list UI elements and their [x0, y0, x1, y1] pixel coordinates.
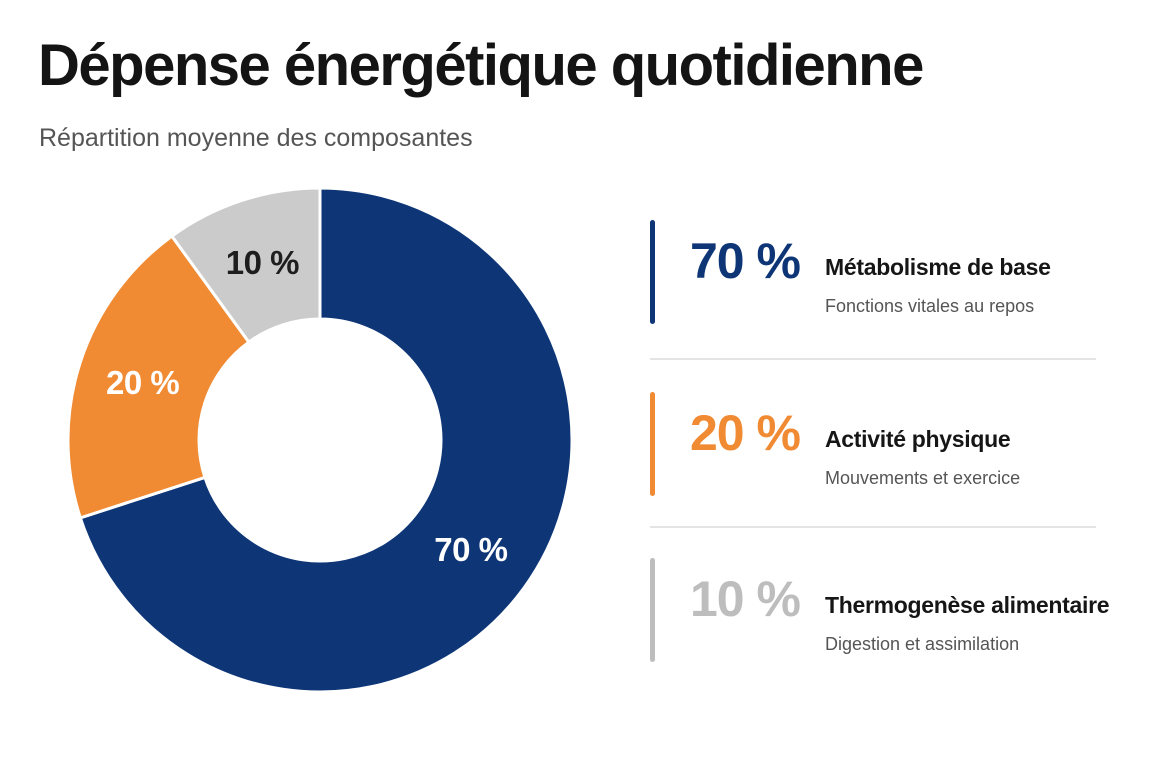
legend-item-thermogenese: 10 % Thermogenèse alimentaire Digestion …: [650, 558, 1110, 662]
slice-label-thermogenese: 10 %: [226, 244, 299, 281]
legend-color-bar: [650, 220, 655, 324]
legend-description: Mouvements et exercice: [825, 468, 1021, 488]
legend-item-metabolisme: 70 % Métabolisme de base Fonctions vital…: [650, 220, 1098, 324]
legend-color-bar: [650, 558, 655, 662]
legend-name: Thermogenèse alimentaire: [825, 592, 1110, 618]
legend-item-activite: 20 % Activité physique Mouvements et exe…: [650, 392, 1098, 496]
donut-chart: 70 % 20 % 10 %: [66, 186, 574, 694]
legend-description: Fonctions vitales au repos: [825, 296, 1035, 316]
legend-name: Activité physique: [825, 426, 1011, 452]
chart-title: Dépense énergétique quotidienne: [38, 33, 924, 98]
legend-description: Digestion et assimilation: [825, 634, 1020, 654]
slice-metabolisme: [78, 186, 574, 694]
legend-percent: 70 %: [690, 233, 801, 289]
chart-subtitle: Répartition moyenne des composantes: [39, 124, 473, 152]
slice-activite: [66, 234, 251, 520]
slice-thermogenese: [169, 186, 322, 345]
slice-label-metabolisme: 70 %: [434, 531, 507, 568]
legend-percent: 10 %: [690, 571, 801, 627]
legend-name: Métabolisme de base: [825, 254, 1051, 280]
legend-percent: 20 %: [690, 405, 801, 461]
legend-divider: [650, 358, 1096, 360]
legend-divider: [650, 526, 1096, 528]
slice-label-activite: 20 %: [106, 364, 179, 401]
legend-color-bar: [650, 392, 655, 496]
